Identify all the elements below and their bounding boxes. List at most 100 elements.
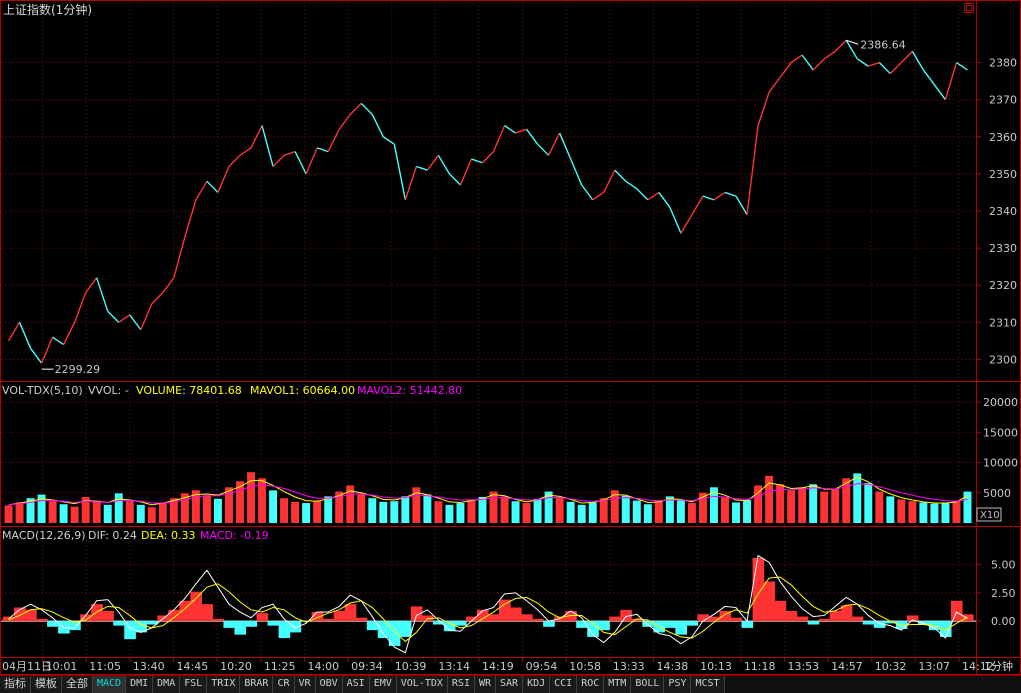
macd-bar — [741, 621, 754, 628]
price-segment — [18, 322, 32, 349]
tab-psy[interactable]: PSY — [664, 676, 692, 693]
macd-bar — [576, 621, 588, 628]
price-segment — [107, 310, 120, 323]
volume-bar — [820, 491, 829, 523]
tab-brar[interactable]: BRAR — [240, 676, 274, 693]
macd-bar — [14, 607, 26, 622]
volume-indicator-name[interactable]: VOL-TDX(5,10) — [2, 384, 83, 397]
volume-bar — [258, 478, 267, 523]
tab-asi[interactable]: ASI — [342, 676, 370, 693]
price-segment — [547, 132, 561, 156]
tab-fsl[interactable]: FSL — [180, 676, 208, 693]
macd-bar — [476, 609, 489, 622]
volume-bar — [147, 507, 156, 523]
time-label: 09:54 — [526, 660, 558, 673]
tab-trix[interactable]: TRIX — [207, 676, 241, 693]
price-segment — [349, 102, 362, 115]
tab-wr[interactable]: WR — [474, 676, 497, 693]
volume-bar — [467, 499, 476, 523]
mavol2-value: MAVOL2: 51442.80 — [357, 384, 462, 397]
macd-bar — [752, 557, 765, 622]
volume-bar — [247, 472, 255, 523]
tab-cr[interactable]: CR — [273, 676, 295, 693]
volume-bar — [81, 496, 90, 523]
macd-bar — [289, 621, 302, 633]
macd-indicator-name[interactable]: MACD(12,26,9) — [2, 529, 86, 542]
tab-mtm[interactable]: MTM — [604, 676, 632, 693]
maximize-icon[interactable] — [964, 3, 974, 13]
volume-bar — [423, 494, 432, 523]
macd-bar — [499, 599, 511, 622]
macd-bar — [311, 612, 324, 622]
price-segment — [29, 347, 43, 364]
volume-bar — [412, 487, 421, 523]
macd-panel[interactable] — [1, 554, 976, 654]
price-segment — [812, 58, 825, 71]
tab-macd[interactable]: MACD — [93, 676, 127, 693]
macd-bar — [36, 618, 48, 622]
tab-emv[interactable]: EMV — [369, 676, 397, 693]
tab-kdj[interactable]: KDJ — [523, 676, 551, 693]
volume-bar — [919, 502, 928, 523]
macd-bar — [135, 621, 147, 633]
macd-bar — [510, 607, 522, 622]
tab--[interactable]: 模板 — [31, 676, 62, 693]
price-segment — [327, 129, 340, 152]
price-segment — [933, 84, 947, 101]
macd-bar — [609, 616, 621, 622]
tab-cci[interactable]: CCI — [550, 676, 578, 693]
macd-bar — [686, 621, 699, 626]
macd-bar — [543, 621, 555, 627]
time-label: 14:00 — [307, 660, 339, 673]
price-panel[interactable]: 2386.64 2299.29 — [7, 38, 968, 376]
tab-vol-tdx[interactable]: VOL-TDX — [396, 676, 448, 693]
volume-bar — [676, 500, 685, 523]
price-segment — [173, 236, 186, 278]
time-label: 09:34 — [351, 660, 383, 673]
volume-bar — [191, 490, 200, 523]
macd-bar — [256, 613, 269, 622]
volume-bar — [787, 490, 796, 523]
tab-sar[interactable]: SAR — [496, 676, 524, 693]
tab-mcst[interactable]: MCST — [691, 676, 725, 693]
price-segment — [956, 61, 968, 71]
macd-bar — [488, 614, 500, 622]
tab--[interactable]: 全部 — [62, 676, 93, 693]
price-segment — [96, 277, 109, 312]
price-tick-label: 2340 — [989, 205, 1017, 218]
volume-bar — [401, 496, 410, 523]
volume-tick-label: 10000 — [983, 457, 1018, 470]
macd-bar — [267, 621, 280, 626]
price-segment — [448, 173, 461, 186]
volume-bar — [136, 504, 145, 523]
price-segment — [636, 188, 649, 201]
volume-bar — [379, 501, 388, 523]
vvol-value: VVOL: - — [88, 384, 129, 397]
price-segment — [735, 195, 748, 216]
volume-bar — [522, 503, 531, 523]
price-segment — [713, 191, 726, 201]
price-segment — [856, 58, 869, 67]
price-segment — [900, 50, 913, 64]
tab-vr[interactable]: VR — [294, 676, 316, 693]
tab-boll[interactable]: BOLL — [631, 676, 665, 693]
price-segment — [481, 151, 495, 164]
price-segment — [526, 128, 539, 145]
tab-obv[interactable]: OBV — [315, 676, 343, 693]
tab-rsi[interactable]: RSI — [447, 676, 475, 693]
tab--[interactable]: 指标 — [0, 676, 31, 693]
macd-bar — [432, 621, 445, 625]
tab-roc[interactable]: ROC — [577, 676, 605, 693]
volume-bar — [698, 492, 707, 523]
period-label[interactable]: 1分钟 — [984, 659, 1013, 673]
tab-dma[interactable]: DMA — [153, 676, 181, 693]
price-segment — [889, 62, 902, 75]
macd-bar — [399, 621, 412, 637]
volume-bar — [776, 484, 785, 523]
tab-dmi[interactable]: DMI — [126, 676, 154, 693]
price-segment — [283, 150, 296, 156]
macd-bar — [190, 591, 203, 622]
volume-bar — [103, 504, 112, 523]
volume-panel[interactable] — [4, 472, 972, 523]
